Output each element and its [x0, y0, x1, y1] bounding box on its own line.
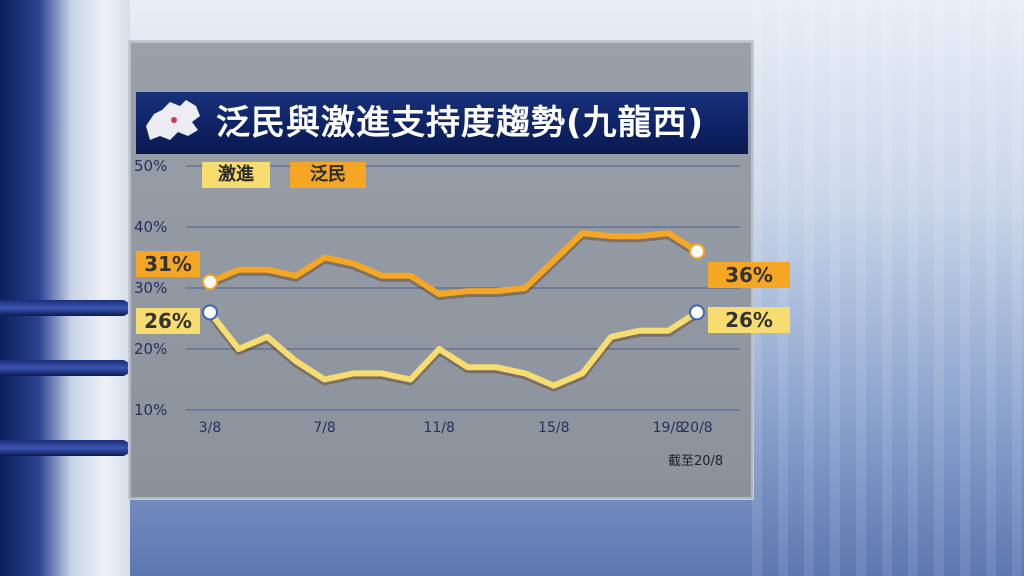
- end-point: [689, 304, 705, 321]
- series-endpoints: [202, 243, 705, 321]
- chart-title: 泛民與激進支持度趨勢(九龍西): [216, 103, 705, 143]
- end-label-pan-democrats: 36%: [708, 262, 790, 288]
- end-point: [689, 243, 705, 260]
- x-tick-label: 7/8: [313, 420, 336, 436]
- background-right-decoration: [752, 0, 1024, 576]
- background-ring: [0, 300, 130, 316]
- legend-item-radicals: 激進: [202, 162, 270, 188]
- grid-lines: [186, 165, 740, 411]
- x-tick-label: 3/8: [199, 420, 222, 436]
- background-ring: [0, 440, 130, 456]
- x-tick-label: 20/8: [681, 420, 712, 436]
- y-tick-label: 30%: [134, 279, 167, 297]
- end-label-radicals: 26%: [708, 307, 790, 333]
- background-left-decoration: [0, 0, 130, 576]
- y-tick-label: 40%: [134, 218, 167, 236]
- footnote-date: 截至20/8: [668, 454, 724, 469]
- series-line-pan-democrats: [207, 230, 700, 298]
- x-tick-label: 11/8: [423, 420, 454, 436]
- x-axis-ticks: 3/8 7/8 11/8 15/8 19/820/8: [199, 420, 713, 436]
- y-tick-label: 50%: [134, 157, 167, 175]
- hong-kong-map-icon: [146, 100, 200, 140]
- y-tick-label: 20%: [134, 340, 167, 358]
- start-point: [202, 304, 218, 321]
- title-bar: [136, 92, 748, 154]
- background-ring: [0, 360, 130, 376]
- y-tick-label: 10%: [134, 401, 167, 419]
- x-tick-label: 19/8: [653, 420, 684, 436]
- y-axis-ticks: 10% 20% 30% 40% 50%: [134, 157, 167, 419]
- x-tick-label: 15/8: [538, 420, 569, 436]
- start-point: [202, 273, 218, 290]
- series-line-radicals: [207, 309, 700, 389]
- start-label-pan-democrats: 31%: [136, 251, 200, 277]
- series-line-shadow: [208, 231, 700, 301]
- legend-item-pan-democrats: 泛民: [290, 162, 366, 188]
- start-label-radicals: 26%: [136, 308, 200, 334]
- series-lines: [206, 230, 700, 392]
